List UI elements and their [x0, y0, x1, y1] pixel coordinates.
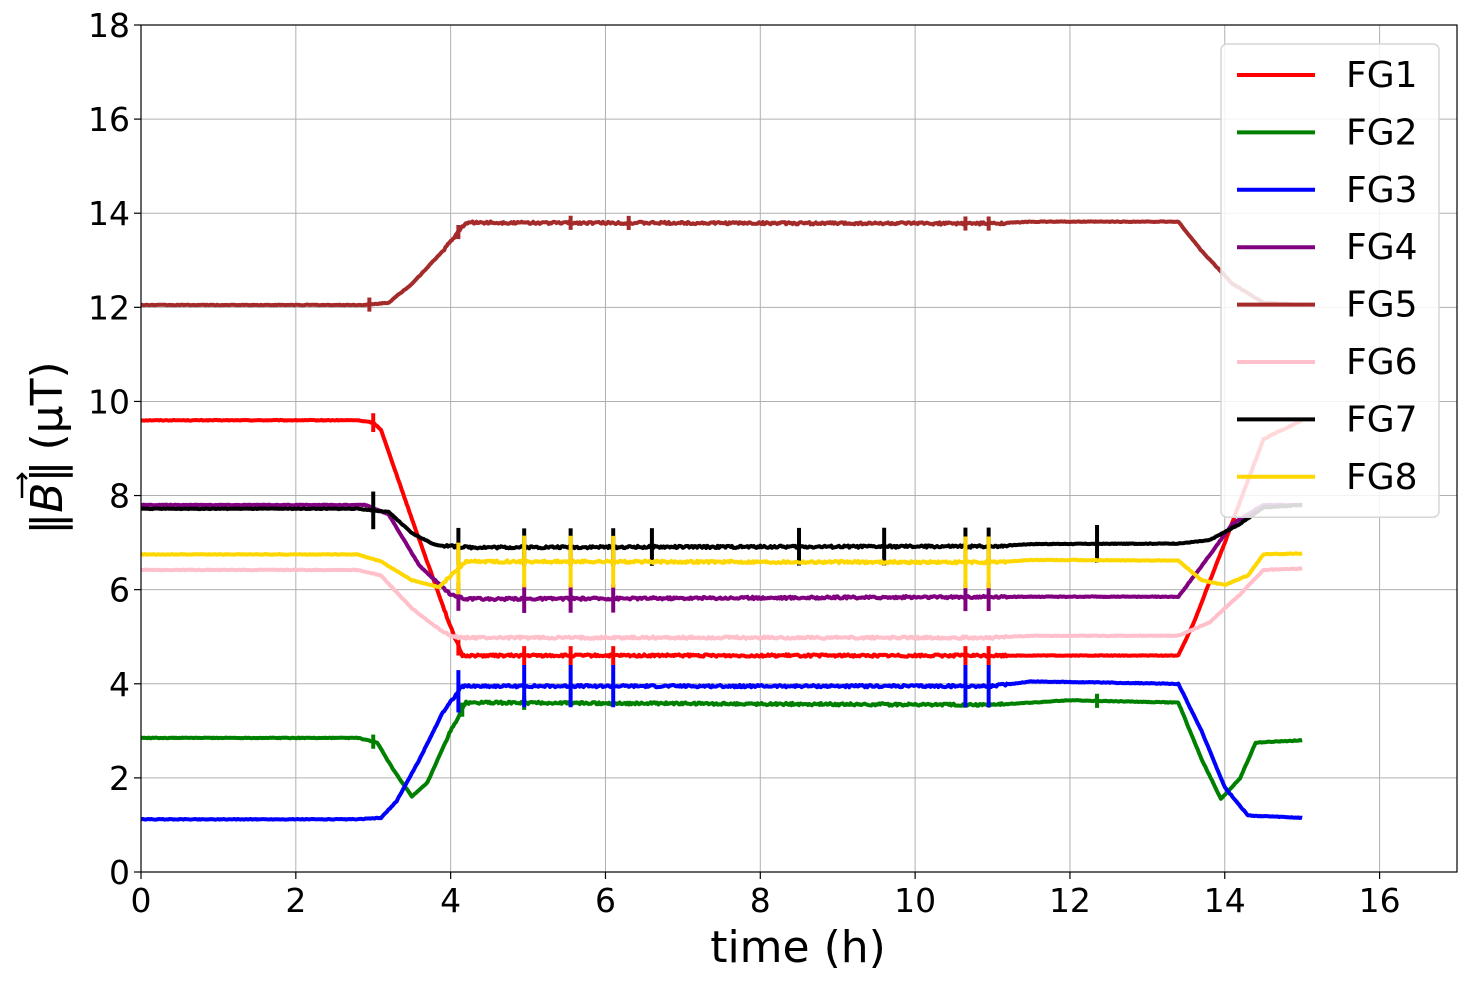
x-tick-label: 0: [131, 881, 152, 920]
legend-item-fg3: FG3: [1237, 170, 1418, 211]
y-label-norm-left: ‖: [22, 513, 73, 535]
legend-label-fg6: FG6: [1346, 342, 1418, 383]
legend-label-fg3: FG3: [1346, 170, 1418, 211]
x-tick-label: 8: [750, 881, 771, 920]
svg-text:‖B‖(μT): ‖B‖ (μT): [22, 361, 73, 534]
y-tick-label: 16: [88, 100, 130, 139]
series-fg1: [140, 413, 1303, 665]
legend-label-fg7: FG7: [1346, 399, 1418, 440]
y-label-unit: (μT): [22, 361, 73, 450]
series-fg8: [140, 535, 1303, 595]
y-tick-label: 12: [88, 288, 130, 327]
x-axis-label: time (h): [710, 922, 886, 973]
y-label-vector-arrow: [16, 472, 28, 498]
series-fg4: [140, 502, 1303, 613]
x-tick-label: 10: [894, 881, 936, 920]
series-line-fg2: [140, 698, 1303, 801]
x-tick-label: 14: [1204, 881, 1246, 920]
legend: FG1 FG2 FG3 FG4 FG5 FG6 FG7 FG8: [1220, 43, 1440, 518]
legend-item-fg2: FG2: [1237, 112, 1418, 153]
y-label-b: B: [22, 483, 73, 513]
legend-item-fg4: FG4: [1237, 227, 1418, 268]
y-tick-label: 0: [109, 853, 130, 892]
series-fg6: [140, 566, 1303, 641]
y-tick-label: 4: [109, 665, 130, 704]
x-tick-label: 6: [595, 881, 616, 920]
legend-item-fg5: FG5: [1237, 285, 1418, 326]
y-tick-label: 8: [109, 477, 130, 516]
y-tick-label: 10: [88, 382, 130, 421]
series-line-fg6: [140, 566, 1303, 641]
y-tick-label: 18: [88, 6, 130, 45]
y-axis-label: ‖B‖ (μT): [16, 361, 73, 535]
y-tick-label: 6: [109, 571, 130, 610]
x-tick-label: 16: [1359, 881, 1401, 920]
series-line-fg8: [140, 551, 1303, 590]
series-fg5: [140, 215, 1303, 312]
legend-label-fg1: FG1: [1346, 55, 1418, 96]
legend-label-fg2: FG2: [1346, 112, 1418, 153]
legend-label-fg4: FG4: [1346, 227, 1418, 268]
series-layer: [140, 215, 1303, 822]
legend-item-fg8: FG8: [1237, 457, 1418, 498]
x-tick-label: 12: [1049, 881, 1091, 920]
legend-label-fg5: FG5: [1346, 285, 1418, 326]
series-line-fg3: [140, 679, 1303, 822]
series-line-fg5: [140, 219, 1303, 308]
legend-item-fg6: FG6: [1237, 342, 1418, 383]
legend-label-fg8: FG8: [1346, 457, 1418, 498]
series-line-fg7: [140, 502, 1303, 551]
y-label-norm-right: ‖: [22, 461, 73, 483]
y-tick-label: 2: [109, 759, 130, 798]
series-line-fg4: [140, 502, 1303, 603]
legend-item-fg1: FG1: [1237, 55, 1418, 96]
y-tick-label: 14: [88, 194, 130, 233]
legend-box: [1220, 43, 1440, 518]
series-line-fg1: [140, 417, 1303, 659]
plot-frame: [140, 24, 1458, 873]
x-tick-label: 4: [440, 881, 461, 920]
legend-item-fg7: FG7: [1237, 399, 1418, 440]
y-axis-ticks: 0 2 4 6 8 10 12 14 16 18: [88, 6, 141, 892]
series-fg3: [140, 664, 1303, 822]
x-axis-ticks: 0 2 4 6 8 10 12 14 16: [131, 872, 1401, 920]
x-tick-label: 2: [285, 881, 306, 920]
